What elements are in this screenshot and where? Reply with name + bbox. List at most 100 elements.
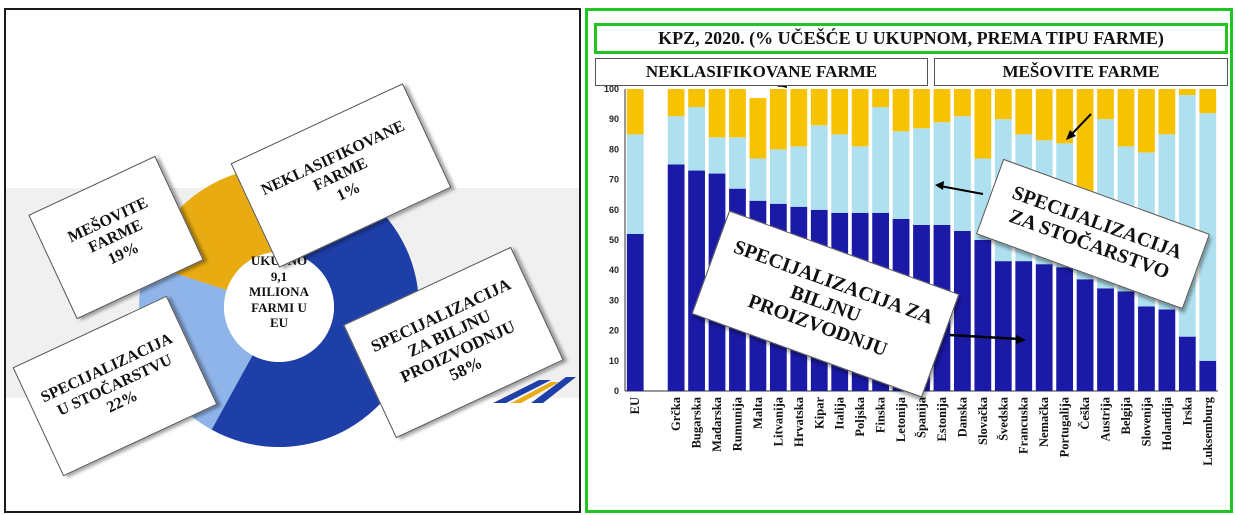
bar-12-series-1 [892, 131, 910, 219]
bar-9-series-1 [831, 134, 849, 213]
arrow-livestock [939, 185, 984, 195]
bar-6-series-1 [769, 149, 787, 204]
bar-20-series-0 [1056, 267, 1074, 391]
bar-14-series-2 [933, 89, 951, 123]
x-tick-17: Švedska [996, 396, 1010, 441]
bar-23-series-2 [1117, 89, 1135, 147]
x-tick-21: Češka [1078, 396, 1092, 429]
bar-7-series-1 [790, 146, 808, 207]
bar-12-series-2 [892, 89, 910, 132]
donut-hole [224, 252, 334, 362]
bar-8-series-2 [810, 89, 828, 126]
bar-17-series-2 [994, 89, 1012, 120]
bar-6-series-2 [769, 89, 787, 150]
header-unclassified-farms: NEKLASIFIKOVANE FARME [595, 58, 928, 86]
bar-4-series-2 [729, 89, 746, 138]
x-tick-8: Kipar [812, 397, 826, 429]
arrow-crops-head [1016, 335, 1026, 344]
y-tick-20: 20 [609, 326, 619, 336]
y-tick-90: 90 [609, 114, 619, 124]
x-tick-15: Danska [955, 396, 969, 437]
x-tick-5: Malta [751, 396, 765, 429]
x-tick-2: Bugarska [690, 396, 704, 448]
bar-0-series-2 [626, 89, 644, 135]
farm-structure-donut-panel: UKUPNO 9,1 MILIONA FARMI U EU MEŠOVITE F… [4, 8, 581, 513]
logo-blue-stripe [493, 380, 551, 403]
bar-5-series-2 [749, 98, 767, 159]
y-tick-70: 70 [609, 175, 619, 185]
bar-23-series-0 [1117, 291, 1135, 391]
bar-13-series-2 [913, 89, 930, 129]
bar-27-series-2 [1199, 89, 1217, 114]
bar-11-series-1 [872, 107, 889, 213]
bar-2-series-2 [688, 89, 705, 108]
bar-7-series-2 [790, 89, 808, 147]
x-tick-22: Austrija [1099, 396, 1113, 441]
bar-17-series-0 [994, 261, 1012, 391]
bar-19-series-0 [1035, 264, 1053, 391]
y-tick-80: 80 [609, 144, 619, 154]
bar-26-series-2 [1178, 89, 1196, 96]
x-tick-23: Belgija [1119, 396, 1133, 434]
bar-1-series-2 [667, 89, 685, 117]
y-tick-100: 100 [604, 84, 619, 94]
x-tick-26: Irska [1180, 396, 1194, 425]
bar-8-series-1 [810, 125, 828, 210]
bar-2-series-1 [688, 107, 705, 171]
bar-25-series-0 [1158, 309, 1176, 391]
bar-18-series-0 [1015, 261, 1033, 391]
bar-1-series-0 [667, 164, 685, 391]
bar-22-series-2 [1097, 89, 1114, 120]
x-tick-labels: EU Grčka Bugarska Mađarska Rumunija Malta Litv… [628, 396, 1215, 466]
bar-27-series-0 [1199, 360, 1217, 391]
bar-13-series-1 [913, 128, 930, 225]
y-tick-50: 50 [609, 235, 619, 245]
bar-14-series-1 [933, 122, 951, 225]
x-tick-24: Slovenija [1139, 396, 1153, 446]
x-tick-9: Italija [833, 396, 847, 429]
bar-5-series-1 [749, 158, 767, 201]
header-mixed-farms: MEŠOVITE FARME [934, 58, 1228, 86]
x-tick-11: Finska [874, 396, 888, 433]
bar-25-series-2 [1158, 89, 1176, 135]
x-tick-12: Letonija [894, 396, 908, 442]
arrow-mixed [1069, 113, 1092, 137]
logo-blue-stripe-2 [531, 377, 576, 403]
bar-3-series-2 [708, 89, 726, 138]
bar-10-series-1 [851, 146, 869, 213]
chart-title: KPZ, 2020. (% UČEŠĆE U UKUPNOM, PREMA TI… [594, 23, 1228, 54]
x-tick-7: Hrvatska [792, 396, 806, 447]
x-tick-3: Mađarska [710, 396, 724, 452]
y-tick-labels: 0 10 20 30 40 50 60 70 80 90 100 [604, 84, 619, 396]
bar-21-series-2 [1076, 89, 1094, 201]
x-tick-0: EU [628, 397, 642, 414]
bar-9-series-2 [831, 89, 849, 135]
x-tick-4: Rumunija [730, 396, 744, 451]
x-tick-18: Francuska [1017, 396, 1031, 454]
arrow-mixed-head [1066, 130, 1076, 140]
bar-11-series-2 [872, 89, 889, 108]
bar-15-series-2 [954, 89, 971, 117]
x-tick-10: Poljska [853, 396, 867, 436]
x-tick-19: Nemačka [1037, 396, 1051, 447]
bar-16-series-2 [974, 89, 992, 159]
arrow-livestock-head [935, 181, 944, 190]
bar-15-series-0 [954, 230, 971, 391]
x-tick-20: Portugalija [1058, 396, 1072, 457]
bar-0-series-1 [626, 134, 644, 234]
bar-10-series-2 [851, 89, 869, 147]
x-tick-27: Luksemburg [1201, 396, 1215, 466]
x-tick-13: Španija [915, 396, 929, 438]
bar-4-series-1 [729, 137, 746, 189]
bar-24-series-2 [1138, 89, 1155, 153]
x-tick-25: Holandija [1160, 396, 1174, 450]
bar-15-series-1 [954, 116, 971, 231]
bar-21-series-0 [1076, 279, 1094, 391]
x-tick-1: Grčka [669, 396, 683, 431]
bar-20-series-2 [1056, 89, 1074, 144]
bar-2-series-0 [688, 170, 705, 391]
x-tick-14: Estonija [935, 396, 949, 441]
y-tick-30: 30 [609, 295, 619, 305]
bar-0-series-0 [626, 233, 644, 391]
bar-16-series-0 [974, 240, 992, 391]
